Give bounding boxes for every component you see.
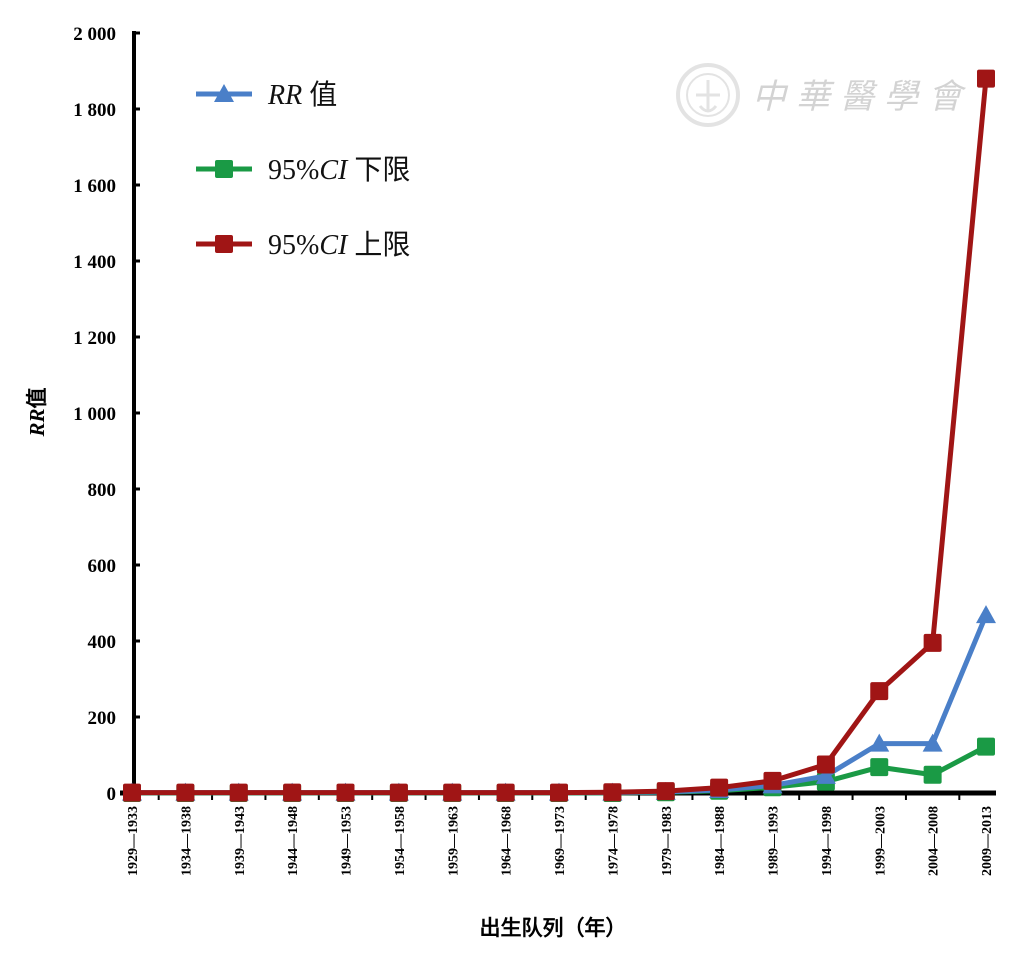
legend-item: 95%CI 上限: [196, 230, 410, 261]
data-point: [922, 733, 943, 752]
y-tick-label: 1 200: [73, 328, 116, 349]
x-tick-label: 1964—1968: [500, 806, 515, 876]
x-tick-label: 2004—2008: [927, 806, 942, 876]
y-tick-label: 600: [88, 556, 117, 577]
legend-label-suffix: 值: [302, 79, 337, 111]
x-tick-label: 1969—1973: [553, 806, 568, 876]
x-tick-label: 1934—1938: [179, 806, 194, 876]
x-tick-label: 1954—1958: [393, 806, 408, 876]
data-point: [123, 783, 141, 802]
y-tick-label: 2 000: [73, 24, 116, 45]
x-tick-label: 1984—1988: [713, 806, 728, 876]
y-tick-label: 400: [88, 632, 117, 653]
data-point: [870, 682, 889, 701]
x-axis-title: 出生队列（年）: [480, 916, 627, 940]
data-point: [977, 69, 995, 88]
data-point: [229, 783, 248, 802]
watermark: 中華醫學會: [676, 63, 972, 127]
y-tick-label: 800: [88, 480, 117, 501]
data-point: [550, 783, 568, 802]
x-tick-label: 1944—1948: [286, 806, 301, 876]
data-point: [656, 782, 675, 801]
legend-label: RR 值: [267, 79, 337, 111]
y-axis-title: RR值: [25, 387, 49, 437]
legend-marker: [215, 160, 233, 178]
data-point: [603, 783, 622, 802]
x-tick-label: 1994—1998: [820, 806, 835, 876]
x-tick-label: 1939—1943: [233, 806, 248, 876]
legend-label-prefix: 95%: [268, 230, 319, 261]
series-layer: [122, 69, 996, 802]
x-tick-label: 2009—2013: [980, 806, 995, 876]
data-point: [815, 765, 836, 784]
legend-label-suffix: 上限: [347, 230, 410, 261]
data-point: [336, 783, 355, 802]
data-point: [816, 755, 835, 774]
data-point: [870, 758, 889, 777]
series-2: [123, 69, 995, 802]
legend-marker: [215, 235, 233, 253]
x-tick-label: 1999—2003: [873, 806, 888, 876]
x-tick-label: 1989—1993: [767, 806, 782, 876]
data-point: [923, 633, 942, 652]
legend-label: 95%CI 上限: [268, 230, 410, 261]
y-tick-label: 1 800: [73, 100, 116, 121]
legend-label-italic: CI: [319, 155, 349, 186]
x-tick-label: 1959—1963: [446, 806, 461, 876]
axes: [120, 31, 996, 796]
x-tick-label: 1979—1983: [660, 806, 675, 876]
legend-label-italic: CI: [319, 230, 349, 261]
watermark-seal-icon: [676, 63, 740, 127]
data-point: [976, 605, 996, 624]
data-point: [176, 783, 195, 802]
data-point: [923, 765, 942, 784]
x-tick-label: 1949—1953: [340, 806, 355, 876]
watermark-text: 中華醫學會: [752, 77, 972, 117]
y-axis-title-suffix: 值: [25, 387, 49, 408]
legend-marker: [214, 84, 234, 102]
series-line: [132, 614, 989, 796]
data-point: [496, 783, 515, 802]
legend-item: RR 值: [196, 79, 337, 111]
legend-label: 95%CI 下限: [268, 155, 410, 186]
data-point: [710, 778, 729, 797]
y-tick-label: 0: [107, 784, 117, 805]
x-tick-label: 1974—1978: [606, 806, 621, 876]
legend-label-prefix: RR: [267, 80, 302, 111]
legend-label-prefix: 95%: [268, 155, 319, 186]
x-tick-label: 1929—1933: [126, 806, 141, 876]
y-tick-label: 1 400: [73, 252, 116, 273]
data-point: [283, 783, 302, 802]
data-point: [763, 771, 782, 790]
data-point: [869, 733, 890, 752]
x-ticks: 1929—1933 1934—1938 1939—1943 1944—1948 1949…: [126, 793, 995, 876]
y-tick-label: 1 600: [73, 176, 116, 197]
legend-item: 95%CI 下限: [196, 155, 410, 186]
y-tick-label: 1 000: [73, 404, 116, 425]
series-line: [132, 78, 989, 796]
legend-label-suffix: 下限: [347, 155, 410, 186]
y-tick-label: 200: [88, 708, 117, 729]
y-ticks: 0 200 400 600 800 1 000 1 200 1 400 1 600 1 800 2 …: [73, 24, 140, 805]
y-axis-title-italic: RR: [25, 408, 49, 437]
data-point: [389, 783, 408, 802]
data-point: [977, 737, 995, 756]
data-point: [443, 783, 462, 802]
